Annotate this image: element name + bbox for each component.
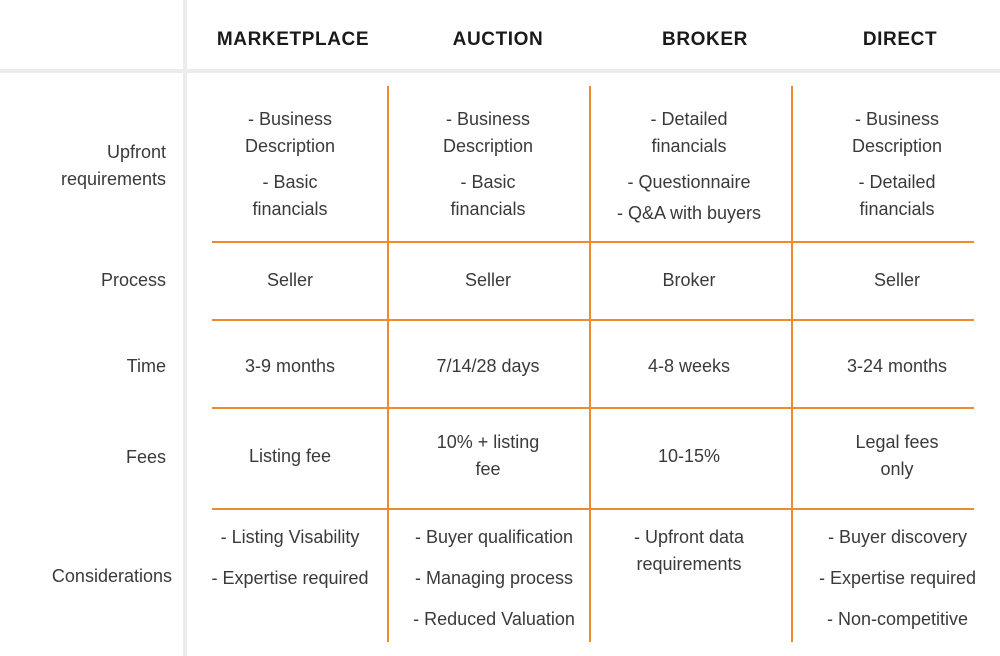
row-label-process: Process [0, 267, 166, 294]
cell-considerations-auction: - Buyer qualification - Managing process… [389, 524, 599, 633]
cell-line: Legal fees [855, 432, 939, 452]
cell-line: financials [651, 136, 727, 156]
cell-line: financials [859, 199, 935, 219]
column-header-broker: BROKER [662, 29, 748, 50]
cell-line: - Detailed [650, 109, 728, 129]
cell-line: - Questionnaire [627, 172, 751, 192]
label-column-divider [183, 0, 187, 656]
cell-line: Seller [266, 270, 314, 290]
grid-vline-2 [589, 86, 591, 642]
cell-process-broker: Broker [589, 267, 789, 294]
grid-vline-1 [387, 86, 389, 642]
row-label-upfront-requirements: Upfront requirements [0, 139, 166, 193]
cell-line: financials [252, 199, 328, 219]
row-label-line: Fees [125, 447, 166, 467]
cell-line: - Upfront data [633, 527, 745, 547]
cell-line: - Non-competitive [826, 609, 969, 629]
cell-upfront-auction: - Business Description - Basic financial… [388, 106, 588, 223]
row-label-line: requirements [60, 169, 166, 189]
cell-line: Description [244, 136, 336, 156]
column-header-direct: DIRECT [862, 29, 938, 50]
row-label-time: Time [0, 353, 166, 380]
row-label-line: Time [126, 356, 166, 376]
grid-hline-4 [212, 508, 974, 510]
cell-line: - Expertise required [211, 568, 369, 588]
cell-upfront-broker: - Detailed financials - Questionnaire - … [589, 106, 789, 227]
cell-line: - Business [854, 109, 940, 129]
cell-line: - Detailed [858, 172, 936, 192]
cell-line: - Business [247, 109, 333, 129]
cell-line: 4-8 weeks [647, 356, 731, 376]
cell-upfront-direct: - Business Description - Detailed financ… [797, 106, 997, 223]
cell-line: requirements [636, 554, 742, 574]
grid-vline-3 [791, 86, 793, 642]
column-header-auction: AUCTION [452, 29, 544, 50]
cell-line: - Expertise required [818, 568, 977, 588]
cell-line: fee [475, 459, 501, 479]
cell-process-auction: Seller [388, 267, 588, 294]
row-label-line: Upfront [106, 142, 166, 162]
cell-line: Description [851, 136, 943, 156]
row-label-considerations: Considerations [0, 563, 172, 590]
cell-line: - Basic [460, 172, 516, 192]
cell-line: Seller [464, 270, 512, 290]
row-label-line: Process [100, 270, 166, 290]
cell-line: Description [442, 136, 534, 156]
cell-line: - Business [445, 109, 531, 129]
grid-hline-3 [212, 407, 974, 409]
cell-considerations-broker: - Upfront data requirements [589, 524, 789, 578]
row-label-fees: Fees [0, 444, 166, 471]
cell-line: - Buyer discovery [827, 527, 968, 547]
cell-line: - Listing Visability [220, 527, 360, 547]
cell-line: Broker [662, 270, 716, 290]
cell-considerations-marketplace: - Listing Visability - Expertise require… [190, 524, 390, 592]
column-header-marketplace: MARKETPLACE [216, 29, 370, 50]
cell-fees-broker: 10-15% [589, 443, 789, 470]
cell-considerations-direct: - Buyer discovery - Expertise required -… [795, 524, 1000, 633]
cell-time-marketplace: 3-9 months [190, 353, 390, 380]
cell-line: - Q&A with buyers [616, 203, 762, 223]
cell-line: - Reduced Valuation [413, 609, 575, 629]
cell-line: only [880, 459, 914, 479]
cell-line: Listing fee [248, 446, 332, 466]
cell-process-direct: Seller [797, 267, 997, 294]
cell-time-auction: 7/14/28 days [388, 353, 588, 380]
header-divider [0, 69, 1000, 73]
cell-fees-direct: Legal fees only [797, 429, 997, 483]
cell-line: 7/14/28 days [436, 356, 540, 376]
cell-line: - Basic [262, 172, 318, 192]
cell-fees-auction: 10% + listing fee [388, 429, 588, 483]
cell-line: 3-9 months [244, 356, 336, 376]
cell-line: 10-15% [657, 446, 721, 466]
cell-time-direct: 3-24 months [797, 353, 997, 380]
cell-line: 3-24 months [846, 356, 948, 376]
cell-fees-marketplace: Listing fee [190, 443, 390, 470]
cell-line: Seller [873, 270, 921, 290]
cell-upfront-marketplace: - Business Description - Basic financial… [190, 106, 390, 223]
cell-line: - Buyer qualification [414, 527, 574, 547]
grid-hline-2 [212, 319, 974, 321]
grid-hline-1 [212, 241, 974, 243]
row-label-line: Considerations [51, 566, 172, 586]
cell-time-broker: 4-8 weeks [589, 353, 789, 380]
cell-process-marketplace: Seller [190, 267, 390, 294]
cell-line: 10% + listing [436, 432, 540, 452]
cell-line: - Managing process [414, 568, 574, 588]
cell-line: financials [450, 199, 526, 219]
